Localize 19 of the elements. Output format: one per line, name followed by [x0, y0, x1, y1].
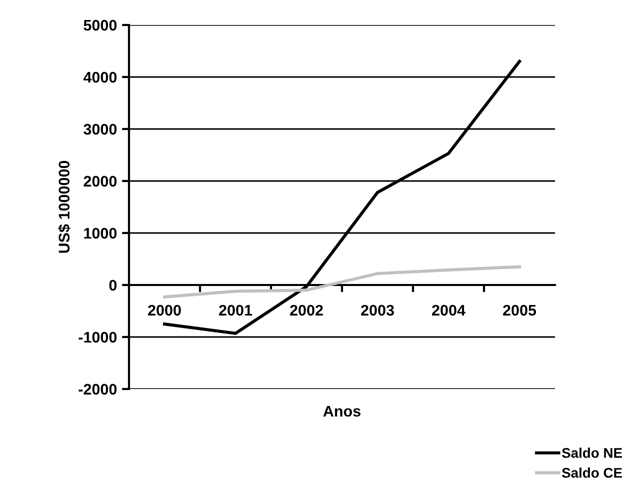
y-tick-label: 5000 — [84, 20, 117, 31]
y-tick-label: -2000 — [78, 384, 117, 395]
y-tick-label: 4000 — [83, 72, 117, 83]
y-tick-label: 2000 — [84, 176, 117, 187]
x-tick-label: 2002 — [290, 304, 323, 316]
x-axis-title: Anos — [323, 406, 360, 417]
x-tick-label: 2003 — [361, 304, 394, 316]
y-tick-label: -1000 — [78, 332, 117, 343]
legend-label: Saldo CE — [562, 468, 622, 478]
y-tick-label: 3000 — [84, 124, 117, 135]
y-tick-label: 1000 — [84, 228, 117, 239]
x-tick-label: 2004 — [432, 304, 466, 316]
x-tick-label: 2005 — [503, 304, 536, 316]
line-series — [162, 265, 522, 298]
legend-label: Saldo NE — [562, 448, 622, 458]
x-tick-label: 2001 — [219, 304, 252, 316]
y-tick-label: 0 — [109, 280, 117, 291]
y-axis-title: US$ 1000000 — [58, 160, 71, 253]
x-tick-label: 2000 — [148, 304, 181, 316]
